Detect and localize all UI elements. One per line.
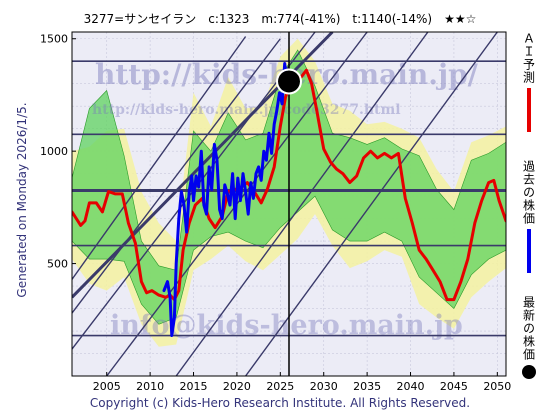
watermark-mail: info@kids-hero.main.jp <box>110 310 463 341</box>
x-tick-label-4: 2025 <box>266 380 294 393</box>
x-tick-label-6: 2035 <box>353 380 381 393</box>
legend-ai-swatch <box>527 88 531 132</box>
legend-latest-swatch <box>522 365 536 379</box>
legend-past-price: 過去の株価 <box>514 160 544 273</box>
series-past-price <box>162 62 291 337</box>
plot-frame <box>71 31 507 377</box>
legend-ai-forecast: ＡＩ予測 <box>514 32 544 132</box>
latest-price-marker <box>278 70 300 93</box>
x-tick-label-9: 2050 <box>483 380 511 393</box>
x-ticks: 2005 2010 2015 2020 2025 2030 2035 2040 2045 2050 <box>93 372 511 393</box>
series <box>72 62 506 337</box>
trend-line-1 <box>72 38 281 314</box>
trend-line-4 <box>175 32 429 376</box>
y-tick-label-1: 1000 <box>40 145 68 158</box>
legend-latest-label: 最新の株価 <box>521 296 536 361</box>
x-tick-label-7: 2040 <box>397 380 425 393</box>
latest-price-marker-ring <box>276 68 302 95</box>
x-tick-label-5: 2030 <box>310 380 338 393</box>
watermark-sub: http://kids-hero.main.jp/code3277.html <box>92 102 401 118</box>
trend-line-2 <box>72 36 247 280</box>
copyright-text: Copyright (c) Kids-Hero Research Institu… <box>89 396 471 410</box>
legend-past-swatch <box>527 229 531 273</box>
y-tick-label-2: 1500 <box>40 33 68 46</box>
x-tick-label-1: 2010 <box>136 380 164 393</box>
trend-line-5 <box>245 32 498 376</box>
series-ai-forecast <box>72 68 506 302</box>
legend-ai-label: ＡＩ予測 <box>521 32 536 84</box>
x-tick-label-2: 2015 <box>180 380 208 393</box>
x-tick-label-3: 2020 <box>223 380 251 393</box>
x-tick-label-0: 2005 <box>93 380 121 393</box>
y-ticks: 500 1000 1500 <box>40 33 76 271</box>
legend-latest-price: 最新の株価 <box>514 296 544 379</box>
x-tick-label-8: 2045 <box>440 380 468 393</box>
chart-title: 3277=サンセイラン c:1323 m:774(-41%) t:1140(-1… <box>83 12 477 26</box>
y-tick-label-0: 500 <box>47 258 68 271</box>
legend-past-label: 過去の株価 <box>521 160 536 225</box>
